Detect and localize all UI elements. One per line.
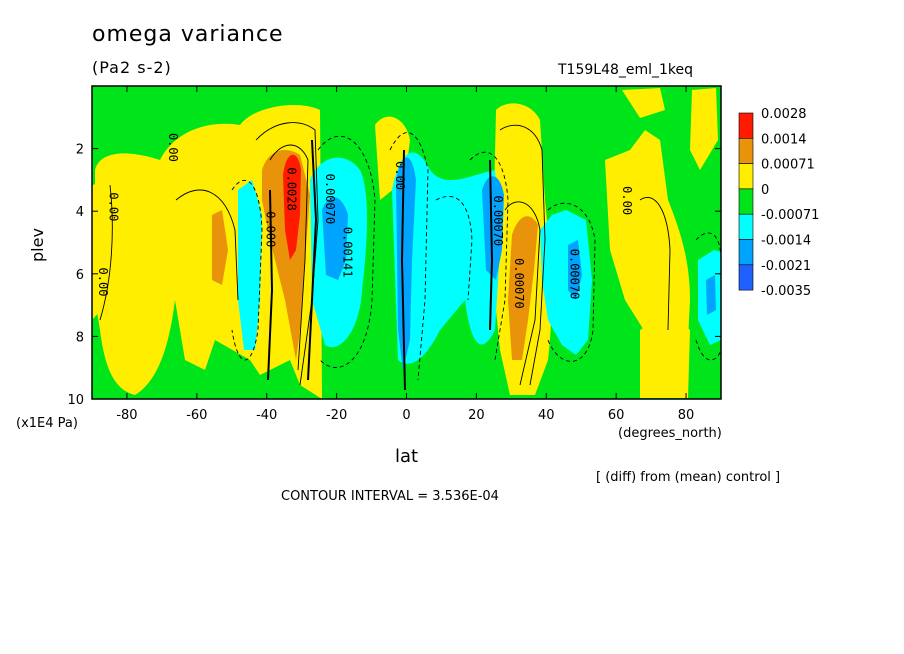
- color-legend: 0.0028 0.0014 0.00071 0 -0.00071 -0.0014 -0.00…: [738, 107, 819, 299]
- contour-label: 0.00070: [512, 258, 526, 309]
- contour-lines: [99, 122, 671, 386]
- contour-label: 0.00: [96, 268, 110, 297]
- legend-swatch: [738, 239, 754, 266]
- legend-label: -0.0021: [761, 259, 811, 274]
- region-orange-sh-b: [212, 210, 228, 285]
- contour-line: [547, 202, 596, 362]
- region-positive-sh-far: [92, 180, 118, 320]
- region-positive-nh-lower: [640, 310, 690, 398]
- contour-lines-dashed: [231, 132, 721, 381]
- contour-line: [317, 135, 376, 368]
- x-axis-units: (degrees_north): [618, 426, 722, 441]
- legend-swatch: [738, 138, 754, 164]
- contour-label: 0.00: [166, 133, 180, 162]
- y-tick-label: 10: [67, 393, 84, 408]
- contour-line: [489, 159, 494, 331]
- region-blue-eq: [396, 157, 416, 370]
- contour-label: 0.000: [264, 211, 278, 247]
- y-tick-label: 6: [76, 268, 84, 283]
- contour-line: [389, 132, 429, 381]
- x-tick-label: -40: [256, 408, 277, 423]
- legend-swatch: [738, 188, 754, 215]
- legend-swatch: [738, 163, 754, 190]
- region-cyan-nh-a: [540, 210, 592, 355]
- x-axis-label: lat: [395, 446, 419, 467]
- contour-line: [255, 122, 319, 386]
- contour-label: 0.00141: [341, 227, 355, 278]
- x-tick-label: -20: [326, 408, 347, 423]
- x-tick-label: 0: [402, 408, 410, 423]
- region-positive-nh-right: [690, 88, 718, 170]
- legend-label: -0.0035: [761, 284, 811, 299]
- contour-line: [639, 197, 671, 331]
- legend-swatch: [738, 112, 754, 139]
- x-tick-label: 20: [468, 408, 485, 423]
- legend-swatch: [738, 213, 754, 240]
- legend-swatch: [738, 264, 754, 291]
- region-cyan-eq: [392, 152, 500, 364]
- contour-line: [99, 184, 113, 321]
- contour-line: [400, 149, 406, 391]
- zero-contours: [267, 139, 494, 391]
- x-tick-label: 40: [538, 408, 555, 423]
- contour-line: [269, 144, 309, 371]
- region-blue-nh-a: [482, 176, 504, 280]
- x-tick-label: 80: [678, 408, 695, 423]
- contour-label: 0.00070: [323, 174, 337, 225]
- contour-line: [695, 232, 721, 361]
- x-axis: -80 -60 -40 -20 0 20 40 60 80: [116, 86, 694, 423]
- contour-label: 0.00: [106, 192, 120, 221]
- contour-line: [435, 195, 473, 301]
- legend-label: 0: [761, 183, 769, 198]
- chart-title: omega variance: [92, 22, 284, 47]
- y-tick-label: 8: [76, 330, 84, 345]
- region-blue-nh-b: [568, 240, 582, 300]
- contour-line: [469, 151, 509, 361]
- contour-line: [504, 201, 541, 386]
- x-tick-label: -60: [186, 408, 207, 423]
- contour-line: [231, 179, 263, 361]
- contour-line: [267, 189, 274, 381]
- contour-label-group: 0.00 0.00 0.00 0.0028 0.00070 0.00141 0.000 0.0…: [96, 133, 634, 309]
- legend-label: 0.0014: [761, 132, 807, 147]
- diff-note: [ (diff) from (mean) control ]: [596, 470, 781, 485]
- contour-label: 0.0028: [285, 167, 299, 210]
- contour-line: [499, 124, 546, 386]
- run-label: T159L48_eml_1keq: [558, 62, 694, 78]
- legend-label: -0.0014: [761, 234, 811, 249]
- chart-units: (Pa2 s-2): [92, 58, 172, 77]
- region-red-max: [283, 154, 301, 260]
- contour-label: 0.00070: [491, 196, 505, 247]
- contour-label: 0.00: [620, 186, 634, 215]
- y-axis: 2 4 6 8 10: [67, 143, 721, 408]
- y-axis-units: (x1E4 Pa): [16, 416, 78, 431]
- contour-interval: CONTOUR INTERVAL = 3.536E-04: [281, 489, 499, 504]
- legend-label: -0.00071: [761, 208, 819, 223]
- region-blue-nh-c: [706, 275, 716, 315]
- region-blue-sh: [322, 197, 348, 280]
- contour-line: [307, 139, 318, 381]
- contour-label: 0.00070: [568, 249, 582, 300]
- contour-label: 0.00: [393, 161, 407, 190]
- contour-line: [175, 189, 239, 301]
- region-positive-nh-top: [622, 88, 665, 118]
- x-tick-label: 60: [608, 408, 625, 423]
- legend-label: 0.00071: [761, 158, 815, 173]
- legend-label: 0.0028: [761, 107, 807, 122]
- contour-field: 0.00 0.00 0.00 0.0028 0.00070 0.00141 0.000 0.0…: [92, 86, 721, 399]
- region-cyan-sh-a: [238, 180, 262, 350]
- y-tick-label: 4: [76, 205, 84, 220]
- y-tick-label: 2: [76, 143, 84, 158]
- x-tick-label: -80: [116, 408, 137, 423]
- region-orange-nh: [508, 216, 538, 360]
